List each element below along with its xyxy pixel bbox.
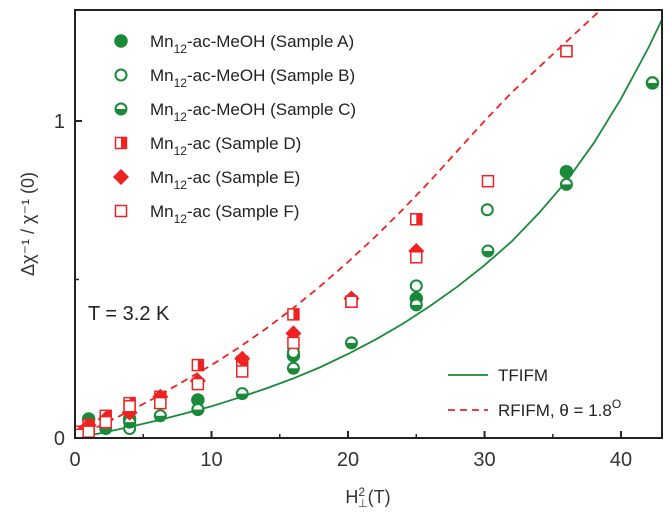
- data-point: [287, 336, 300, 350]
- data-point: [235, 365, 249, 378]
- legend-marker: [114, 102, 128, 116]
- legend-item: Mn12-ac (Sample E): [113, 168, 300, 192]
- data-point: [344, 336, 358, 350]
- legend-marker: [114, 204, 128, 218]
- data-points: [75, 44, 660, 438]
- data-point: [235, 387, 249, 401]
- x-tick-label: 40: [610, 449, 632, 471]
- data-point: [645, 76, 659, 90]
- data-point: [409, 298, 423, 312]
- legend-label: Mn12-ac-MeOH (Sample B): [150, 66, 355, 90]
- fit-legend-label: TFIFM: [498, 366, 548, 385]
- fit-legend-item: TFIFM: [448, 366, 548, 385]
- axis-ticks: 0 10 20 30 40 0 1: [54, 111, 632, 471]
- plot-frame: [74, 9, 663, 439]
- legend-item: Mn12-ac-MeOH (Sample B): [114, 66, 355, 90]
- data-point: [191, 377, 205, 391]
- legend-marker: [113, 169, 129, 185]
- data-point: [123, 400, 136, 413]
- fit-legend: TFIFM RFIFM, θ = 1.8O: [448, 366, 621, 420]
- y-axis-label: Δχ⁻¹ / χ⁻¹ (0): [18, 172, 38, 276]
- legend-item: Mn12-ac (Sample D): [114, 134, 301, 158]
- fit-legend-label: RFIFM, θ = 1.8O: [498, 397, 621, 420]
- legend-label: Mn12-ac-MeOH (Sample A): [150, 32, 354, 56]
- legend-marker: [114, 68, 128, 82]
- data-point: [409, 279, 423, 293]
- legend-marker: [114, 34, 128, 48]
- data-point: [153, 409, 167, 423]
- x-tick-label: 0: [69, 449, 80, 471]
- legend-label: Mn12-ac (Sample F): [150, 202, 299, 226]
- data-point: [560, 44, 573, 58]
- data-point: [559, 177, 573, 191]
- data-point: [410, 212, 423, 226]
- x-tick-label: 30: [473, 449, 495, 471]
- y-tick-label: 0: [54, 428, 65, 450]
- data-point: [234, 350, 251, 367]
- fit-legend-item: RFIFM, θ = 1.8O: [448, 397, 621, 420]
- legend-item: Mn12-ac-MeOH (Sample C): [114, 100, 356, 124]
- data-point: [481, 244, 495, 258]
- data-point: [481, 174, 495, 188]
- legend-marker: [114, 136, 128, 150]
- legend-label: Mn12-ac (Sample D): [150, 134, 301, 158]
- data-point: [191, 358, 205, 372]
- x-tick-label: 20: [337, 449, 359, 471]
- x-axis-label: H2 ⊥(T): [345, 485, 390, 510]
- data-point: [345, 295, 358, 308]
- data-point: [191, 402, 205, 416]
- legend-label: Mn12-ac-MeOH (Sample C): [150, 100, 356, 124]
- legend-label: Mn12-ac (Sample E): [150, 168, 300, 192]
- legend-item: Mn12-ac-MeOH (Sample A): [114, 32, 354, 56]
- x-tick-label: 10: [200, 449, 222, 471]
- data-point: [82, 425, 95, 438]
- y-tick-label: 1: [54, 111, 65, 133]
- data-point: [480, 203, 494, 217]
- legend: Mn12-ac-MeOH (Sample A) Mn12-ac-MeOH (Sam…: [113, 32, 356, 226]
- data-point: [286, 361, 300, 375]
- data-point: [410, 251, 423, 264]
- data-point: [559, 164, 574, 179]
- data-point: [287, 308, 300, 321]
- data-point: [154, 396, 167, 410]
- annotation-temperature: T = 3.2 K: [88, 303, 170, 325]
- data-point: [99, 415, 112, 429]
- legend-item: Mn12-ac (Sample F): [114, 202, 299, 226]
- fit-curve-0: [75, 19, 662, 438]
